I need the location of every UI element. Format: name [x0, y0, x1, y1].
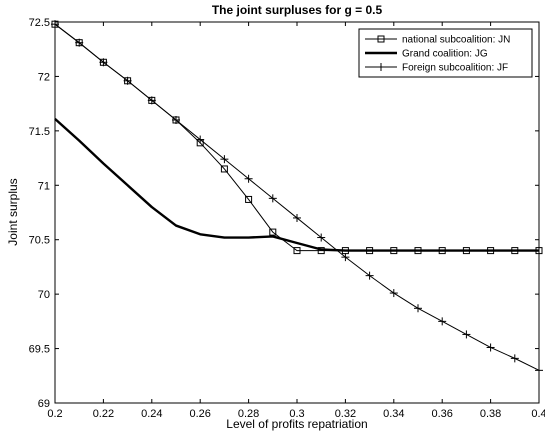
legend-entry-jf: Foreign subcoalition: JF: [365, 63, 508, 74]
legend-entry-jg: Grand coalition: JG: [365, 49, 488, 60]
legend: national subcoalition: JN Grand coalition…: [358, 28, 533, 78]
series-jf-point-plus-marker: [510, 354, 519, 363]
series-jf-point-plus-marker: [196, 135, 205, 144]
series-jf-point-plus-marker: [535, 366, 543, 375]
y-tick-label: 71.5: [29, 126, 50, 138]
legend-swatch-plus-marker: [377, 63, 385, 71]
series-jf-point-plus-marker: [172, 115, 180, 124]
x-axis: 0.2 0.22 0.24 0.26 0.28 0.3 0.32 0.34 0.36 0.38 0.…: [47, 22, 545, 420]
series-jf-point-plus-marker: [51, 20, 59, 29]
y-tick-label: 70: [38, 289, 50, 301]
x-tick-label: 0.38: [480, 408, 501, 420]
y-tick-label: 71: [38, 180, 50, 192]
y-tick-label: 70.5: [29, 235, 50, 247]
y-tick-label: 69.5: [29, 344, 50, 356]
y-tick-label: 69: [38, 398, 50, 410]
series-jf-point-plus-marker: [147, 96, 156, 105]
series-jg: [54, 117, 539, 252]
series-jf-point-plus-marker: [438, 317, 447, 326]
y-tick-label: 72: [38, 71, 50, 83]
y-axis-title: Joint surplus: [6, 178, 20, 245]
y-axis: 69 69.5 70 70.5 71 71.5 72 72.5: [29, 17, 539, 410]
series-jn-point-square-marker: [293, 247, 301, 255]
x-tick-label: 0.32: [335, 408, 356, 420]
series-jf: [51, 20, 543, 375]
x-tick-label: 0.34: [383, 408, 404, 420]
series-jn-point-square-marker: [220, 165, 228, 173]
x-tick-label: 0.4: [531, 408, 545, 420]
x-axis-title: Level of profits repatriation: [226, 417, 367, 431]
series-jf-point-plus-marker: [99, 58, 108, 67]
series-jf-point-plus-marker: [268, 194, 277, 203]
series-jf-point-plus-marker: [293, 213, 301, 222]
x-tick-label: 0.3: [289, 408, 304, 420]
series-jf-point-plus-marker: [317, 233, 326, 242]
series-jf-point-plus-marker: [462, 330, 471, 339]
series-jf-point-plus-marker: [123, 76, 132, 85]
series-jf-point-plus-marker: [341, 253, 350, 262]
legend-label: Grand coalition: JG: [402, 49, 488, 60]
series-jf-point-plus-marker: [365, 271, 374, 280]
plot-frame: [54, 21, 540, 404]
series-jf-point-plus-marker: [389, 289, 398, 298]
series-jn-point-square-marker: [269, 228, 277, 236]
series-jf-point-plus-marker: [486, 343, 495, 352]
x-tick-label: 0.26: [189, 408, 210, 420]
legend-entry-jn: national subcoalition: JN: [365, 35, 510, 46]
legend-label: national subcoalition: JN: [402, 35, 510, 46]
x-tick-label: 0.22: [93, 408, 114, 420]
y-tick-label: 72.5: [29, 17, 50, 29]
x-tick-label: 0.36: [431, 408, 452, 420]
series-layer: [51, 20, 543, 375]
x-tick-label: 0.2: [47, 408, 62, 420]
series-jf-point-plus-marker: [244, 174, 253, 183]
series-jf-point-plus-marker: [220, 155, 229, 164]
x-tick-label: 0.24: [141, 408, 162, 420]
chart-title: The joint surpluses for g = 0.5: [212, 3, 383, 17]
series-jn-point-square-marker: [245, 195, 253, 203]
legend-swatch-square-marker: [377, 35, 385, 43]
series-jf-point-plus-marker: [75, 38, 84, 47]
x-tick-label: 0.28: [238, 408, 259, 420]
legend-label: Foreign subcoalition: JF: [402, 63, 508, 74]
series-jf-point-plus-marker: [414, 304, 422, 313]
series-jg-line: [54, 117, 539, 252]
